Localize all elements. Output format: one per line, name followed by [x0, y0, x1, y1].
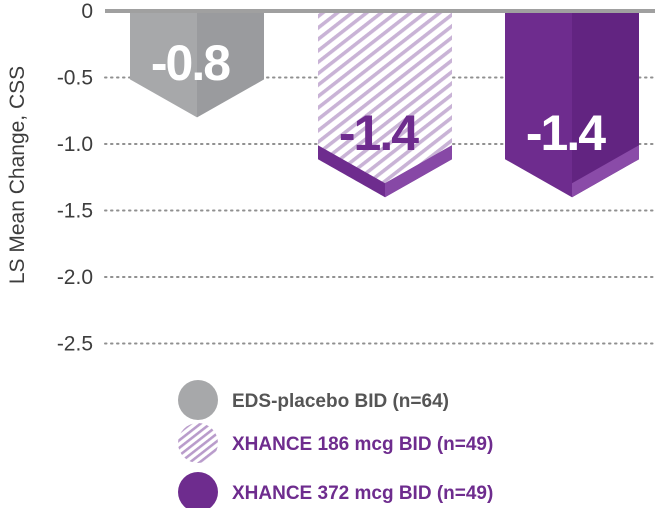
y-tick-label: -0.5 [57, 67, 93, 90]
data-label: -1.4 [339, 105, 419, 161]
y-tick-label: -1.0 [57, 133, 93, 156]
bars [130, 11, 639, 198]
legend-label: EDS-placebo BID (n=64) [232, 391, 449, 412]
bar-shade [572, 11, 639, 198]
legend-item: XHANCE 186 mcg BID (n=49) [178, 423, 493, 463]
bar [505, 11, 639, 198]
legend-swatch [178, 423, 218, 463]
y-tick-labels: 0 -0.5 -1.0 -1.5 -2.0 -2.5 [57, 0, 93, 356]
data-label: -1.4 [526, 105, 606, 161]
bar-body [318, 11, 452, 198]
y-tick-label: 0 [81, 0, 93, 23]
legend-item: EDS-placebo BID (n=64) [178, 380, 449, 420]
bar-rim-highlight [572, 145, 639, 198]
legend-swatch [178, 380, 218, 420]
bar [130, 11, 264, 118]
bar-shade [197, 11, 264, 118]
bar [318, 11, 452, 198]
y-tick-label: -2.5 [57, 333, 93, 356]
legend-swatch [178, 472, 218, 508]
legend-label: XHANCE 186 mcg BID (n=49) [232, 434, 493, 455]
legend-item: XHANCE 372 mcg BID (n=49) [178, 472, 493, 508]
legend-label: XHANCE 372 mcg BID (n=49) [232, 483, 493, 504]
legend: EDS-placebo BID (n=64) XHANCE 186 mcg BID… [178, 380, 493, 508]
data-labels: -0.8 -1.4 -1.4 [151, 35, 608, 161]
data-label: -0.8 [151, 35, 230, 91]
y-tick-label: -2.0 [57, 266, 93, 289]
y-axis-label: LS Mean Change, CSS [6, 66, 29, 284]
y-tick-label: -1.5 [57, 200, 93, 223]
bar-rim-highlight [385, 145, 452, 198]
